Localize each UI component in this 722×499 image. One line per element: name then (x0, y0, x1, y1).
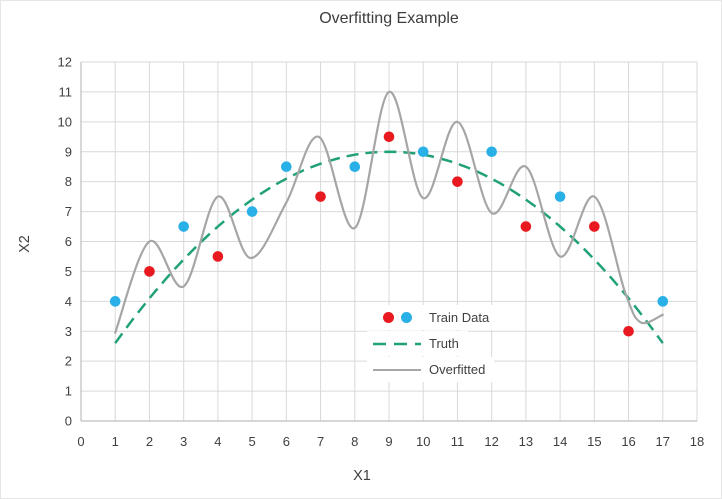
y-axis-title: X2 (17, 235, 33, 253)
train-data-blue-dot-icon (401, 312, 412, 323)
x-tick-label: 5 (248, 434, 255, 449)
legend-item-truth: Truth (367, 331, 468, 356)
train-point (281, 161, 292, 173)
x-tick-label: 8 (351, 434, 358, 449)
train-point (486, 146, 497, 158)
x-tick-label: 16 (621, 434, 635, 449)
train-data-points (109, 131, 669, 337)
x-axis-title: X1 (353, 468, 371, 484)
truth-curve (114, 150, 664, 344)
train-point (349, 161, 361, 173)
x-tick-label: 13 (519, 434, 533, 449)
y-tick-label: 10 (58, 114, 72, 129)
y-tick-label: 3 (65, 324, 72, 339)
y-tick-label: 6 (65, 234, 72, 249)
train-point (623, 325, 634, 337)
x-tick-label: 10 (416, 434, 430, 449)
x-tick-label: 0 (77, 434, 84, 449)
x-tick-label: 18 (690, 434, 704, 449)
x-tick-label: 7 (317, 434, 324, 449)
y-tick-label: 5 (65, 264, 72, 279)
train-point (589, 221, 600, 232)
y-tick-label: 9 (65, 144, 72, 159)
tick-labels: 0 1 2 3 4 5 6 7 8 9 10 11 12 13 14 15 16 17 18012345678910… (58, 55, 705, 450)
x-tick-label: 12 (484, 434, 498, 449)
legend-label-train-data: Train Data (429, 310, 490, 325)
axes (80, 62, 697, 422)
y-tick-label: 11 (59, 84, 73, 99)
train-data-red-dot-icon (383, 312, 394, 323)
x-tick-label: 17 (656, 434, 670, 449)
truth-marker (371, 340, 429, 348)
train-point (520, 221, 532, 232)
x-tick-label: 3 (180, 434, 187, 449)
x-tick-label: 11 (451, 434, 465, 449)
x-tick-label: 4 (214, 434, 221, 449)
train-point (383, 131, 395, 143)
train-data-marker (371, 312, 429, 323)
overfitted-curve (114, 90, 664, 334)
y-tick-label: 12 (58, 55, 72, 70)
train-point (246, 206, 258, 217)
train-point (452, 176, 463, 187)
train-point (109, 296, 121, 307)
y-tick-label: 7 (65, 204, 72, 219)
overfitted-marker (371, 366, 429, 374)
train-point (657, 296, 669, 307)
legend-label-truth: Truth (429, 336, 459, 351)
x-tick-label: 2 (146, 434, 153, 449)
train-point (212, 251, 224, 262)
legend: Train Data Truth Overfitted (367, 305, 499, 383)
train-point (554, 191, 566, 202)
y-tick-label: 0 (65, 414, 72, 429)
x-tick-label: 1 (112, 434, 119, 449)
train-point (144, 266, 155, 277)
legend-item-overfitted: Overfitted (367, 357, 495, 382)
legend-item-train-data: Train Data (367, 305, 499, 330)
chart-title: Overfitting Example (319, 10, 459, 27)
x-tick-label: 9 (385, 434, 392, 449)
y-tick-label: 4 (65, 294, 72, 309)
x-tick-label: 6 (283, 434, 290, 449)
x-tick-label: 15 (587, 434, 601, 449)
y-tick-label: 2 (65, 354, 72, 369)
train-point (315, 191, 326, 202)
y-tick-label: 8 (65, 174, 72, 189)
train-point (417, 146, 429, 158)
x-tick-label: 14 (553, 434, 567, 449)
y-tick-label: 1 (65, 384, 72, 399)
train-point (178, 221, 189, 232)
legend-label-overfitted: Overfitted (429, 362, 486, 377)
